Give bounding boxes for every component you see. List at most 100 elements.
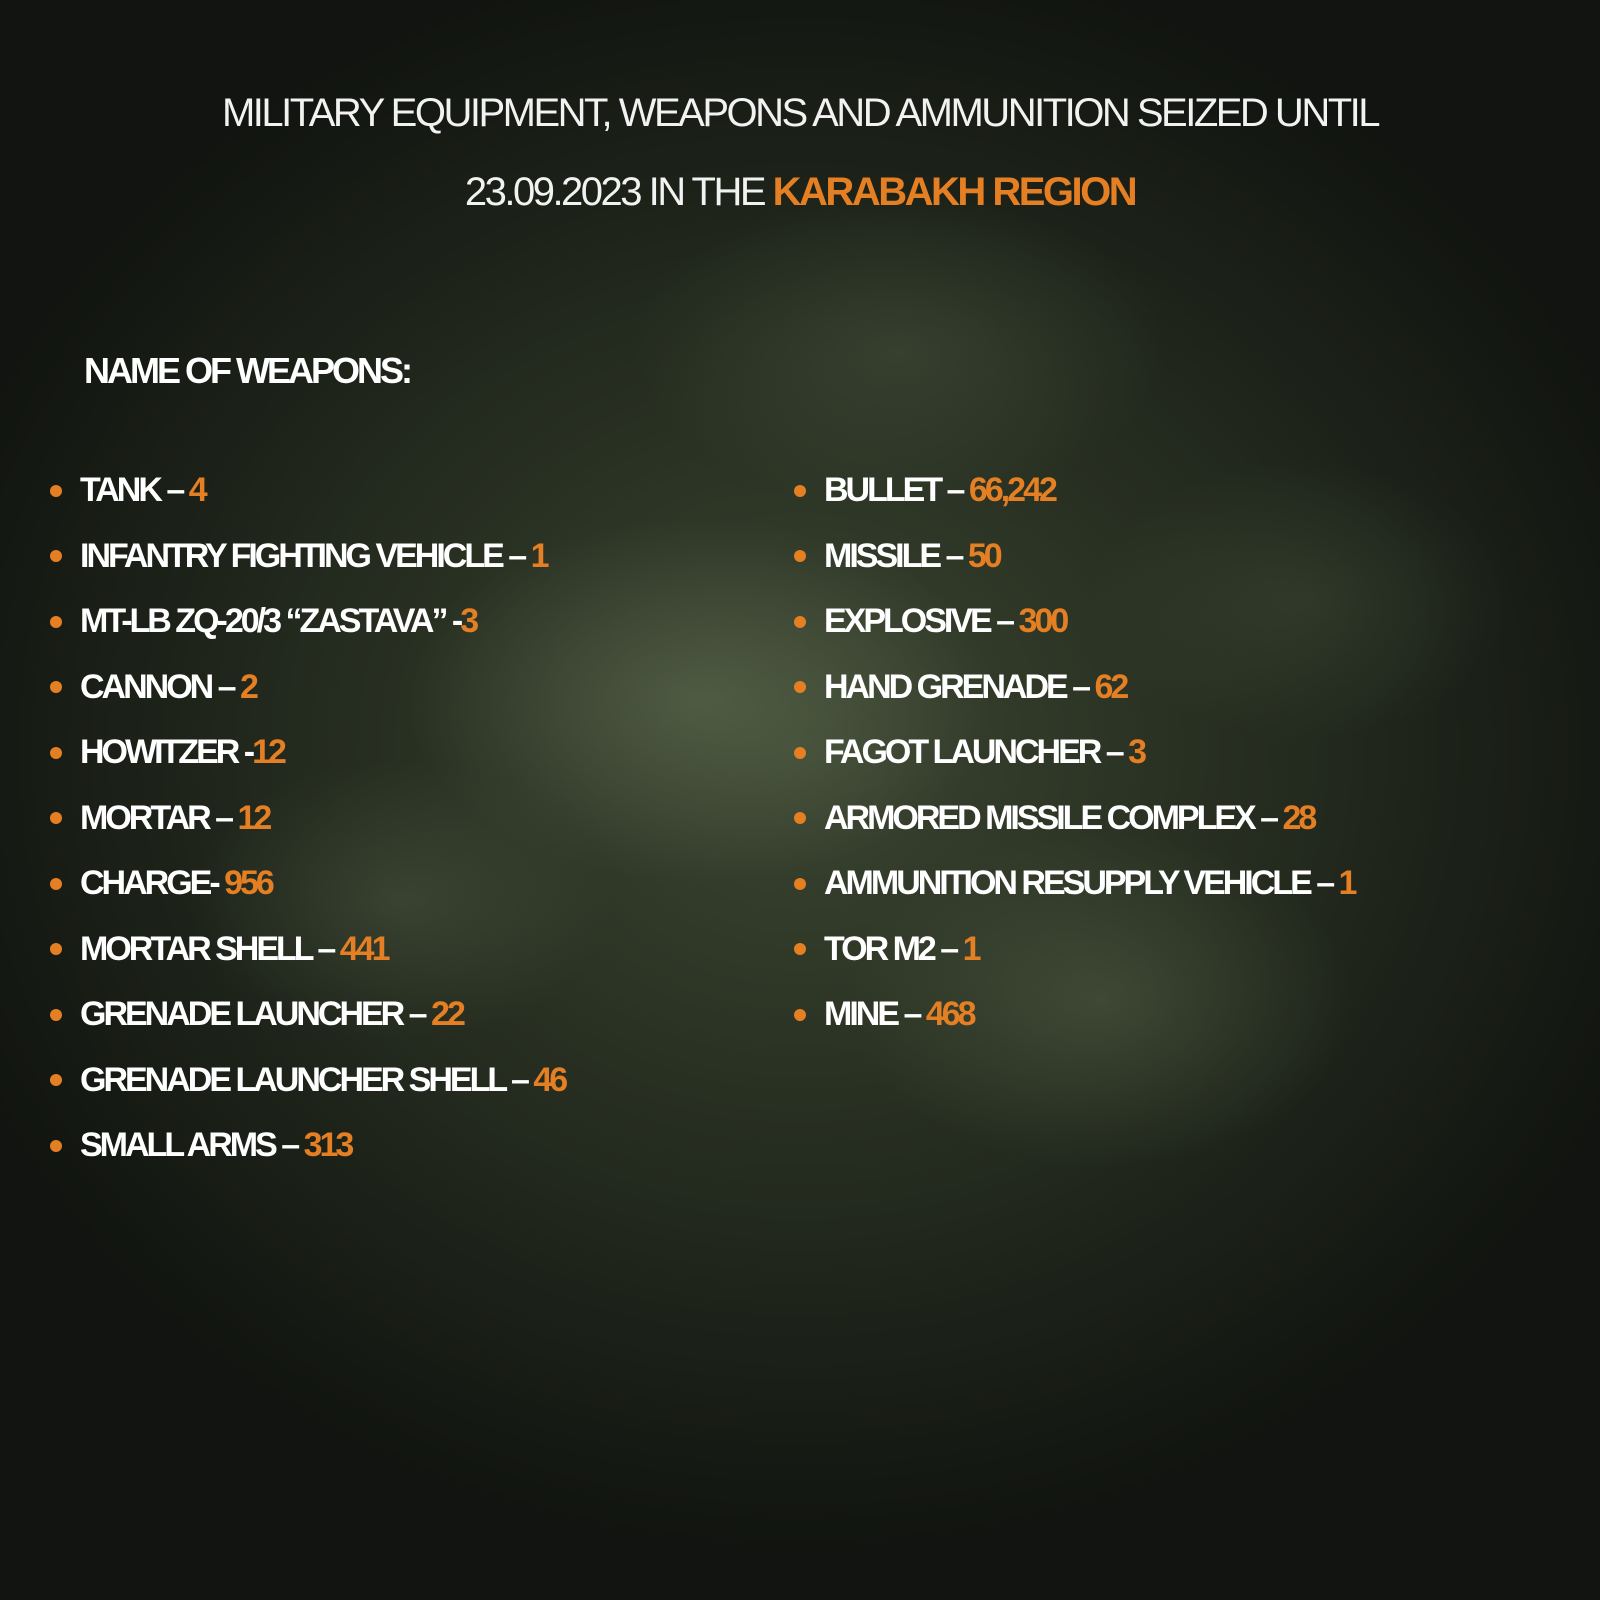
item-text: TANK – 4 [80, 471, 208, 510]
item-text: CHARGE- 956 [80, 864, 275, 903]
item-value: 1 [962, 929, 982, 968]
title-line-2: 23.09.2023 IN THE KARABAKH REGION [0, 162, 1600, 222]
item-value: 1 [1338, 864, 1358, 903]
left-column: TANK – 4 INFANTRY FIGHTING VEHICLE – 1 MT-… [50, 458, 750, 1179]
list-item: MORTAR – 12 [50, 786, 750, 852]
item-value: 28 [1282, 798, 1318, 837]
item-value: 2 [240, 667, 259, 706]
title-region: KARABAKH REGION [772, 170, 1138, 214]
bullet-icon [50, 1008, 62, 1021]
bullet-icon [50, 484, 62, 497]
bullet-icon [50, 1139, 62, 1152]
item-value: 3 [1128, 733, 1147, 772]
bullet-icon [50, 550, 62, 563]
item-value: 46 [533, 1060, 568, 1099]
item-label: SMALL ARMS – [80, 1126, 304, 1165]
bullet-icon [794, 877, 806, 890]
item-label: MORTAR – [80, 798, 238, 837]
title-line-1: MILITARY EQUIPMENT, WEAPONS AND AMMUNITI… [0, 83, 1600, 143]
list-item: GRENADE LAUNCHER – 22 [50, 982, 750, 1048]
list-item: MORTAR SHELL – 441 [50, 917, 750, 983]
item-label: TOR M2 – [824, 929, 963, 968]
list-item: GRENADE LAUNCHER SHELL – 46 [50, 1048, 750, 1114]
bullet-icon [50, 877, 62, 890]
item-text: TOR M2 – 1 [824, 929, 982, 969]
bullet-icon [50, 812, 62, 825]
item-text: MINE – 468 [824, 995, 977, 1034]
list-item: HOWITZER -12 [50, 720, 750, 786]
list-item: HAND GRENADE – 62 [794, 655, 1554, 721]
bullet-icon [794, 681, 806, 694]
bullet-icon [794, 812, 806, 825]
item-value: 3 [460, 602, 479, 641]
list-item: MISSILE – 50 [794, 524, 1554, 590]
item-text: AMMUNITION RESUPPLY VEHICLE – 1 [824, 864, 1358, 903]
item-text: SMALL ARMS – 313 [80, 1126, 355, 1165]
item-value: 313 [303, 1126, 355, 1165]
bullet-icon [50, 1074, 62, 1087]
item-label: TANK – [80, 471, 189, 510]
bullet-icon [50, 746, 62, 759]
item-value: 12 [252, 733, 287, 772]
item-text: FAGOT LAUNCHER – 3 [824, 733, 1147, 772]
item-label: CANNON – [80, 667, 241, 706]
item-text: GRENADE LAUNCHER SHELL – 46 [80, 1060, 568, 1100]
bullet-icon [794, 615, 806, 628]
title-date: 23.09.2023 IN THE [464, 170, 773, 214]
item-text: BULLET – 66,242 [824, 471, 1058, 510]
item-label: CHARGE- [80, 864, 225, 903]
item-value: 300 [1018, 602, 1070, 641]
item-value: 62 [1094, 667, 1129, 706]
item-label: HOWITZER - [80, 733, 255, 772]
item-label: AMMUNITION RESUPPLY VEHICLE – [824, 864, 1339, 903]
item-label: GRENADE LAUNCHER SHELL – [80, 1060, 534, 1099]
item-label: ARMORED MISSILE COMPLEX – [824, 798, 1283, 837]
item-text: EXPLOSIVE – 300 [824, 602, 1070, 641]
item-value: 4 [188, 471, 208, 510]
item-label: MINE – [824, 995, 926, 1034]
item-label: FAGOT LAUNCHER – [824, 733, 1129, 772]
list-item: CANNON – 2 [50, 655, 750, 721]
bullet-icon [50, 943, 62, 956]
right-column: BULLET – 66,242 MISSILE – 50 EXPLOSIVE – 3… [794, 458, 1554, 1048]
item-text: CANNON – 2 [80, 667, 259, 707]
bullet-icon [794, 1008, 806, 1021]
bullet-icon [50, 615, 62, 628]
item-label: MISSILE – [824, 536, 968, 575]
item-value: 12 [237, 798, 272, 837]
list-item: TOR M2 – 1 [794, 917, 1554, 983]
item-text: ARMORED MISSILE COMPLEX – 28 [824, 798, 1318, 838]
item-text: HAND GRENADE – 62 [824, 667, 1129, 707]
list-item: CHARGE- 956 [50, 851, 750, 917]
bullet-icon [794, 484, 806, 497]
list-item: SMALL ARMS – 313 [50, 1113, 750, 1179]
item-text: MORTAR – 12 [80, 798, 272, 838]
item-value: 441 [339, 929, 391, 968]
list-item: ARMORED MISSILE COMPLEX – 28 [794, 786, 1554, 852]
list-item: INFANTRY FIGHTING VEHICLE – 1 [50, 524, 750, 590]
item-text: MISSILE – 50 [824, 536, 1003, 576]
list-heading: NAME OF WEAPONS: [84, 350, 413, 391]
item-label: HAND GRENADE – [824, 667, 1095, 706]
list-item: BULLET – 66,242 [794, 458, 1554, 524]
list-item: AMMUNITION RESUPPLY VEHICLE – 1 [794, 851, 1554, 917]
list-item: EXPLOSIVE – 300 [794, 589, 1554, 655]
list-item: TANK – 4 [50, 458, 750, 524]
list-item: MINE – 468 [794, 982, 1554, 1048]
item-value: 1 [530, 536, 550, 575]
item-value: 468 [925, 995, 977, 1034]
item-label: MT-LB ZQ-20/3 “ZASTAVA” - [80, 602, 463, 641]
item-label: INFANTRY FIGHTING VEHICLE – [80, 536, 531, 575]
item-label: MORTAR SHELL – [80, 929, 340, 968]
bullet-icon [50, 681, 62, 694]
item-label: BULLET – [824, 471, 969, 510]
item-value: 66,242 [968, 471, 1058, 510]
bullet-icon [794, 746, 806, 759]
item-text: MT-LB ZQ-20/3 “ZASTAVA” -3 [80, 602, 479, 641]
item-text: HOWITZER -12 [80, 733, 287, 772]
bullet-icon [794, 943, 806, 956]
item-text: GRENADE LAUNCHER – 22 [80, 995, 466, 1034]
list-item: MT-LB ZQ-20/3 “ZASTAVA” -3 [50, 589, 750, 655]
title-line-1-text: MILITARY EQUIPMENT, WEAPONS AND AMMUNITI… [221, 91, 1381, 135]
item-value: 50 [967, 536, 1003, 575]
